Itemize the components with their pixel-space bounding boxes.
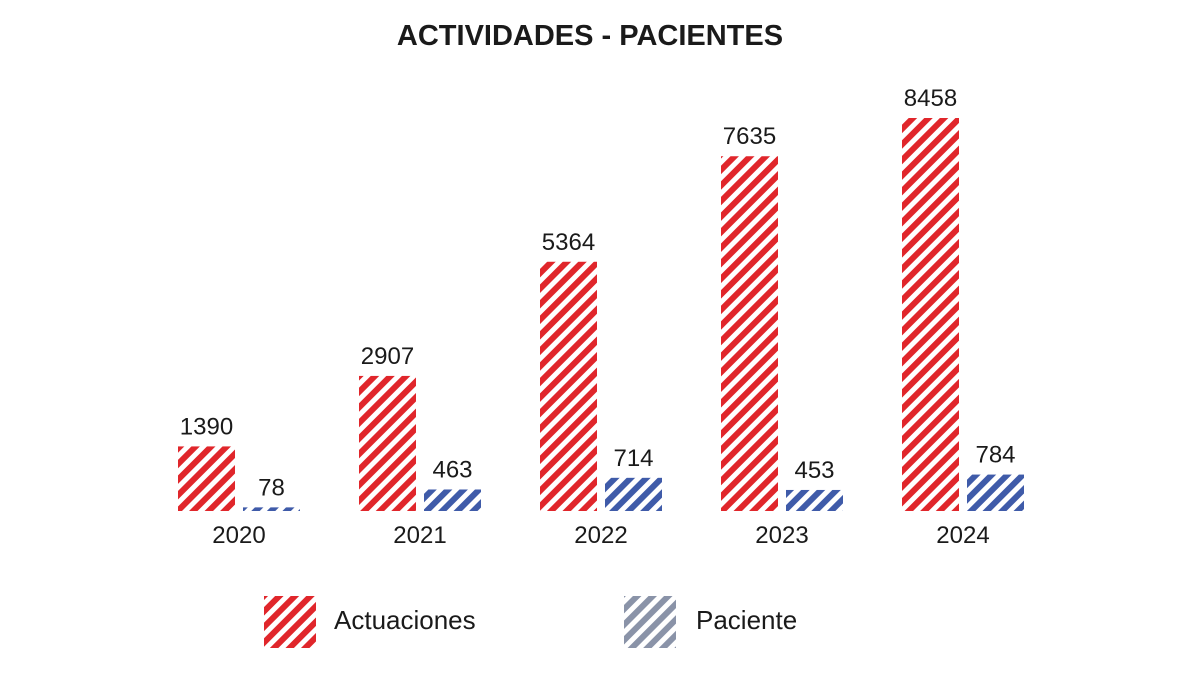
x-axis: 2020 2021 2022 2023 2024: [212, 522, 989, 549]
data-label-paciente-2023: 453: [794, 457, 834, 484]
bar-paciente-2023: [786, 489, 843, 511]
data-label-paciente-2020: 78: [258, 474, 285, 501]
data-label-actuaciones-2022: 5364: [542, 229, 595, 256]
data-label-paciente-2021: 463: [432, 456, 472, 483]
data-label-paciente-2022: 714: [613, 445, 653, 472]
bar-actuaciones-2021: [359, 375, 416, 511]
data-label-actuaciones-2020: 1390: [180, 413, 233, 440]
bar-paciente-2024: [967, 474, 1024, 511]
data-label-actuaciones-2021: 2907: [361, 343, 414, 370]
bar-actuaciones-2023: [721, 156, 778, 511]
legend-swatch-actuaciones: [264, 596, 316, 648]
legend-swatch-paciente: [624, 596, 676, 648]
bar-actuaciones-2022: [540, 261, 597, 511]
legend-label-actuaciones: Actuaciones: [334, 605, 476, 635]
x-tick-label-2024: 2024: [936, 522, 989, 549]
x-tick-label-2022: 2022: [574, 522, 627, 549]
x-tick-label-2021: 2021: [393, 522, 446, 549]
x-tick-label-2020: 2020: [212, 522, 265, 549]
legend-item-paciente: Paciente: [624, 596, 797, 648]
legend-item-actuaciones: Actuaciones: [264, 596, 476, 648]
plot-area: 1390 78 2907 463 5364 714 7635 453 8458 784: [178, 85, 1024, 511]
x-tick-label-2023: 2023: [755, 522, 808, 549]
bar-actuaciones-2024: [902, 118, 959, 511]
legend: Actuaciones Paciente: [264, 596, 797, 648]
bar-paciente-2021: [424, 489, 481, 511]
data-label-actuaciones-2023: 7635: [723, 123, 776, 150]
legend-label-paciente: Paciente: [696, 605, 797, 635]
bar-paciente-2020: [243, 507, 300, 511]
bar-paciente-2022: [605, 477, 662, 511]
data-label-paciente-2024: 784: [975, 442, 1015, 469]
chart-title: ACTIVIDADES - PACIENTES: [397, 20, 783, 52]
bar-actuaciones-2020: [178, 446, 235, 511]
data-label-actuaciones-2024: 8458: [904, 85, 957, 112]
